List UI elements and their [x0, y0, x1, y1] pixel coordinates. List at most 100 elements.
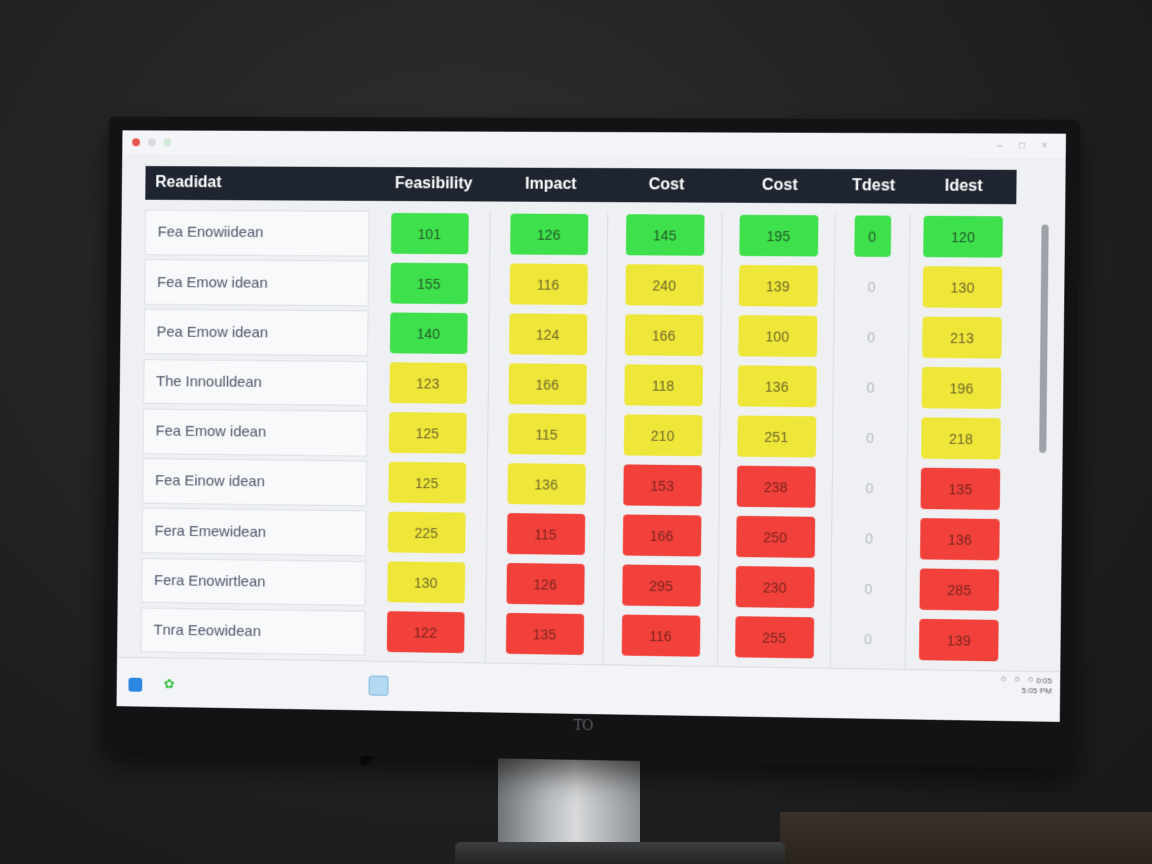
score-cell[interactable]: 153: [623, 464, 702, 506]
score-cell[interactable]: 100: [738, 315, 817, 357]
header-cost[interactable]: Cost: [610, 176, 724, 195]
row-name-cell[interactable]: Fea Einow idean: [142, 458, 367, 506]
maximize-button[interactable]: □: [1011, 140, 1034, 151]
network-icon[interactable]: ○: [1001, 673, 1007, 683]
score-cell[interactable]: 118: [624, 364, 703, 406]
score-table: Readidat Feasibility Impact Cost Cost Td…: [141, 166, 1017, 669]
score-cell[interactable]: 130: [387, 561, 465, 603]
row-name-cell[interactable]: The Innoulldean: [143, 359, 368, 406]
impact-column: 126 116 124 166 115 136 115 126 135: [486, 211, 608, 664]
row-name-cell[interactable]: Pea Emow idean: [144, 309, 369, 356]
score-cell[interactable]: 126: [506, 563, 584, 605]
close-button[interactable]: ×: [1033, 140, 1056, 151]
score-cell[interactable]: 240: [625, 264, 704, 306]
score-cell[interactable]: 0: [852, 366, 889, 408]
score-cell[interactable]: 136: [920, 518, 1000, 561]
header-cost-2[interactable]: Cost: [724, 177, 837, 196]
score-cell[interactable]: 0: [853, 316, 890, 358]
score-cell[interactable]: 166: [622, 514, 701, 556]
score-cell[interactable]: 0: [853, 266, 890, 308]
row-name-cell[interactable]: Fea Emow idean: [144, 259, 369, 306]
header-idest[interactable]: Idest: [911, 177, 1017, 196]
score-cell[interactable]: 0: [854, 215, 891, 257]
score-cell[interactable]: 0: [851, 517, 888, 559]
tdest-column: 0 0 0 0 0 0 0 0 0: [831, 213, 911, 669]
score-cell[interactable]: 115: [506, 513, 584, 555]
leaf-icon[interactable]: ✿: [164, 676, 178, 690]
score-cell[interactable]: 225: [387, 512, 465, 554]
idest-column: 120 130 213 196 218 135 136 285 139: [906, 214, 1016, 671]
header-feasibility[interactable]: Feasibility: [375, 175, 492, 193]
row-name-cell[interactable]: Fera Emewidean: [142, 508, 367, 556]
volume-icon[interactable]: ○: [1014, 674, 1020, 684]
score-cell[interactable]: 122: [386, 611, 464, 653]
score-cell[interactable]: 120: [923, 216, 1003, 258]
score-cell[interactable]: 130: [923, 266, 1003, 308]
score-cell[interactable]: 0: [852, 417, 889, 459]
score-cell[interactable]: 125: [388, 462, 466, 504]
score-cell[interactable]: 251: [737, 415, 816, 457]
monitor-logo: TO: [574, 718, 593, 734]
score-cell[interactable]: 139: [919, 619, 999, 662]
score-cell[interactable]: 136: [737, 365, 816, 407]
score-cell[interactable]: 196: [922, 367, 1002, 409]
close-dot-icon[interactable]: [132, 138, 140, 146]
monitor: – □ × Readidat Feasibility Impact Cost C…: [102, 116, 1080, 768]
score-cell[interactable]: 155: [390, 263, 468, 305]
score-cell[interactable]: 101: [390, 213, 468, 255]
score-cell[interactable]: 250: [736, 516, 815, 559]
score-cell[interactable]: 218: [921, 417, 1001, 460]
score-cell[interactable]: 210: [623, 414, 702, 456]
score-cell[interactable]: 255: [735, 616, 814, 659]
desk: [780, 812, 1152, 864]
vertical-scrollbar[interactable]: [1039, 225, 1049, 453]
minimize-button[interactable]: –: [988, 140, 1011, 151]
score-cell[interactable]: 166: [508, 363, 586, 405]
file-icon[interactable]: [128, 678, 142, 692]
score-cell[interactable]: 238: [736, 466, 815, 508]
score-cell[interactable]: 126: [510, 214, 588, 256]
score-cell[interactable]: 145: [625, 214, 704, 256]
clock-date: 5:05 PM: [1021, 686, 1051, 697]
score-cell[interactable]: 166: [624, 314, 703, 356]
app-icon[interactable]: [369, 676, 389, 696]
table-body: Fea Enowiidean Fea Emow idean Pea Emow ide…: [141, 210, 1031, 671]
score-cell[interactable]: 135: [921, 468, 1001, 511]
score-cell[interactable]: 139: [738, 265, 817, 307]
score-cell[interactable]: 295: [622, 564, 701, 607]
score-cell[interactable]: 116: [621, 615, 700, 658]
score-cell[interactable]: 0: [851, 467, 888, 509]
clock[interactable]: 0:05 5:05 PM: [1021, 676, 1052, 697]
score-cell[interactable]: 0: [850, 618, 887, 660]
row-name-cell[interactable]: Fea Emow idean: [143, 408, 368, 456]
score-cell[interactable]: 285: [919, 568, 999, 611]
score-cell[interactable]: 0: [850, 568, 887, 610]
header-impact[interactable]: Impact: [492, 176, 610, 195]
score-cell[interactable]: 195: [739, 215, 818, 257]
row-name-cell[interactable]: Fea Enowiidean: [145, 210, 370, 257]
clock-time: 0:05: [1022, 676, 1052, 687]
screen: – □ × Readidat Feasibility Impact Cost C…: [117, 130, 1066, 722]
score-cell[interactable]: 125: [388, 412, 466, 454]
score-cell[interactable]: 140: [389, 312, 467, 354]
score-cell[interactable]: 116: [509, 263, 587, 305]
score-cell[interactable]: 123: [389, 362, 467, 404]
maximize-dot-icon[interactable]: [163, 138, 171, 146]
table-header: Readidat Feasibility Impact Cost Cost Td…: [145, 166, 1016, 204]
score-cell[interactable]: 135: [505, 613, 583, 656]
header-name[interactable]: Readidat: [145, 174, 375, 193]
score-cell[interactable]: 124: [509, 313, 587, 355]
score-cell[interactable]: 213: [922, 317, 1002, 359]
score-cell[interactable]: 115: [508, 413, 586, 455]
cost-column: 145 240 166 118 210 153 166 295 116: [604, 212, 723, 666]
row-name-cell[interactable]: Tnra Eeowidean: [141, 607, 366, 656]
feasibility-column: 101 155 140 123 125 125 225 130 122: [365, 211, 491, 663]
score-cell[interactable]: 230: [735, 566, 814, 609]
minimize-dot-icon[interactable]: [148, 138, 156, 146]
name-column: Fea Enowiidean Fea Emow idean Pea Emow ide…: [141, 210, 370, 661]
score-cell[interactable]: 136: [507, 463, 585, 505]
monitor-stand-base: [455, 842, 785, 864]
row-name-cell[interactable]: Fera Enowirtlean: [141, 558, 366, 606]
header-tdest[interactable]: Tdest: [836, 177, 911, 195]
cost-2-column: 195 139 100 136 251 238 250 230 255: [718, 213, 836, 668]
